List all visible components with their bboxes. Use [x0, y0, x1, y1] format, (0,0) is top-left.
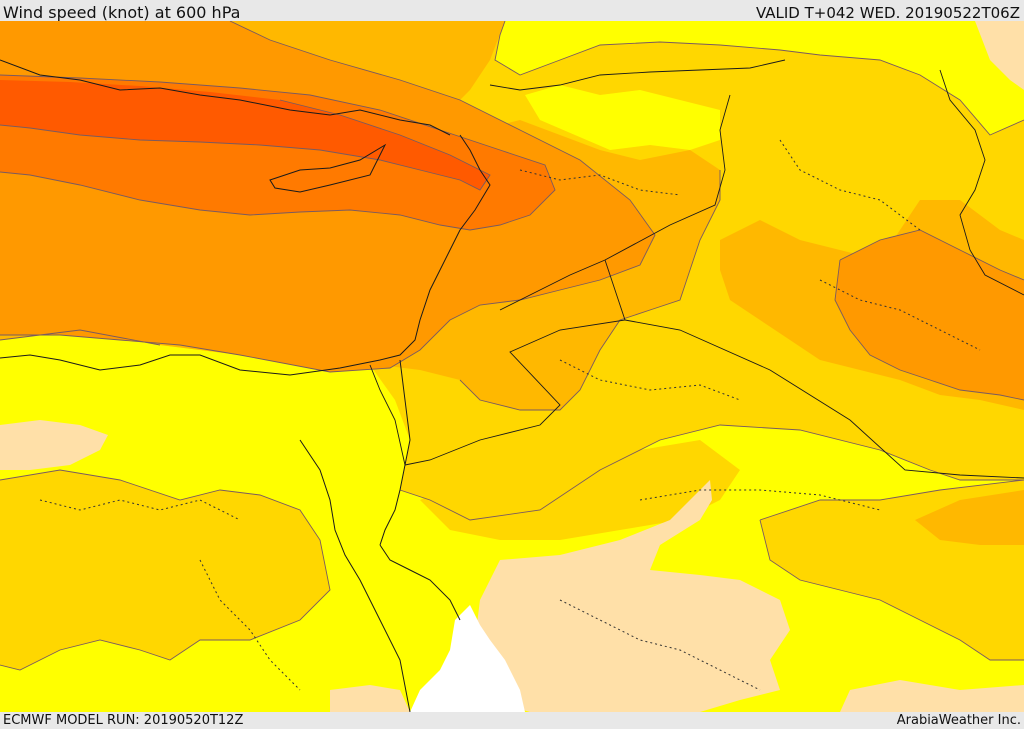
band-20-30-southwest — [0, 470, 330, 670]
band-lt10-arabia — [475, 480, 790, 712]
band-30-40-southeast — [915, 490, 1024, 545]
map-title: Wind speed (knot) at 600 hPa — [3, 3, 241, 22]
band-lt10-west — [0, 420, 108, 470]
band-10-20-north — [495, 21, 1024, 135]
model-run: ECMWF MODEL RUN: 20190520T12Z — [3, 713, 244, 728]
valid-time: VALID T+042 WED. 20190522T06Z — [755, 4, 1020, 22]
contour-lines — [0, 21, 1024, 671]
map-header: Wind speed (knot) at 600 hPa VALID T+042… — [0, 0, 1024, 22]
band-lt10-northeast — [975, 21, 1024, 90]
map-footer: ECMWF MODEL RUN: 20190520T12Z ArabiaWeat… — [0, 712, 1024, 729]
band-lt10-south — [330, 685, 410, 712]
band-lt10-southright — [840, 680, 1024, 712]
band-20-30-arabia — [420, 440, 740, 540]
band-10-20-north2 — [525, 85, 720, 150]
wind-speed-map[interactable] — [0, 21, 1024, 712]
band-gt60 — [0, 80, 490, 190]
nodata-red-sea — [410, 605, 525, 712]
band-40-50-east — [835, 230, 1024, 400]
coastlines — [0, 59, 491, 712]
borders — [369, 59, 1024, 479]
admin-boundaries — [39, 139, 981, 691]
credit-label: ArabiaWeather Inc. — [896, 713, 1021, 728]
